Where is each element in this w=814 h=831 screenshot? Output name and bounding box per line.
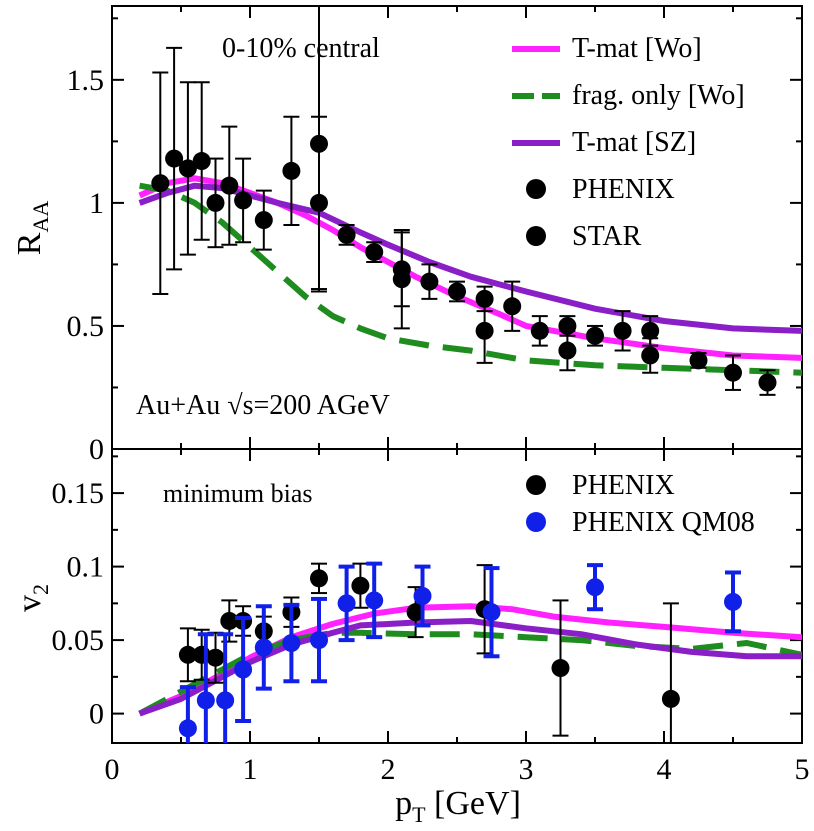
data-point [758,373,777,392]
data-point [689,351,708,370]
data-point [337,225,356,244]
points-phenix-qm08 [178,561,742,743]
data-point [613,321,632,340]
points-phenix [151,6,777,396]
data-point [282,161,301,180]
y-tick-label: 1.5 [67,64,105,97]
panel-bottom: 0 1 2 3 4 5 0 0.05 0.1 0.15 PHENIX PHENIX QM08 [52,448,810,786]
data-point [406,603,425,622]
data-point [206,193,225,212]
data-point [310,193,328,212]
x-tick-label: 0 [105,753,120,786]
data-point [448,282,466,301]
data-point [282,634,301,653]
system-annotation: Au+Au √s=200 AGeV [136,390,390,421]
legend-label: T-mat [Wo] [572,33,702,64]
plot-layer: 0 0.5 1 1.5 T-mat [Wo] frag. only [Wo] T-mat [… [52,5,810,786]
data-point [254,638,273,657]
curve-frag-only-wo- [139,182,802,376]
centrality-annotation: 0-10% central [222,33,380,64]
y-tick-label: 0.5 [67,310,105,343]
y-tick-label: 0.1 [67,551,105,584]
data-point [165,149,184,168]
data-point [310,569,328,588]
x-tick-label: 2 [381,753,396,786]
legend-marker [526,475,546,495]
data-point [196,691,215,710]
data-point [475,321,494,340]
data-point [220,611,239,630]
data-point [220,176,239,195]
data-point [558,341,577,360]
data-point [310,631,328,650]
data-point [641,346,660,365]
data-point [234,191,253,210]
x-axis-label: pT [GeV] [395,785,521,827]
top-ylabel: RAA [11,201,53,256]
data-point [254,211,273,230]
legend-label: STAR [572,221,642,252]
data-point [178,645,197,664]
legend-label: PHENIX [572,174,675,205]
bottom-ylabel: v2 [11,584,53,612]
x-tick-label: 5 [795,753,810,786]
data-point [365,591,384,610]
y-tick-label: 0.05 [52,624,105,657]
data-point [337,594,356,613]
data-point [206,648,225,667]
legend-label: PHENIX QM08 [572,507,755,538]
minimum-bias-annotation: minimum bias [163,479,313,508]
legend-marker [526,179,546,199]
legend-label: frag. only [Wo] [572,80,745,111]
data-point [216,691,235,710]
legend-label: PHENIX [572,470,675,501]
panel-top: 0 0.5 1 1.5 T-mat [Wo] frag. only [Wo] T-mat [… [67,5,803,466]
data-point [392,270,411,289]
data-point [178,159,197,178]
data-point [724,592,742,611]
data-point [641,321,660,340]
x-tick-label: 3 [519,753,534,786]
data-point [234,660,253,679]
data-point [151,174,170,193]
y-tick-label: 0.15 [52,477,105,510]
data-point [724,363,742,382]
curve-t-mat-sz- [138,182,802,334]
y-tick-label: 1 [89,187,104,220]
data-point [586,326,604,345]
data-point [482,603,501,622]
x-tick-label: 1 [243,753,258,786]
data-point [413,587,432,605]
data-point [178,719,197,738]
data-point [351,576,370,595]
legend-label: T-mat [SZ] [572,127,696,158]
data-point [420,272,439,291]
data-point [503,297,522,316]
data-point [551,659,570,678]
data-point [365,243,384,262]
y-tick-label: 0 [89,433,104,466]
legend-marker [526,226,546,246]
legend-marker [526,512,546,532]
data-point [661,689,680,708]
points-star [310,115,660,374]
x-tick-label: 4 [657,753,672,786]
data-point [586,578,604,597]
data-point [192,152,211,171]
data-point [530,321,549,340]
y-tick-label: 0 [89,698,104,731]
